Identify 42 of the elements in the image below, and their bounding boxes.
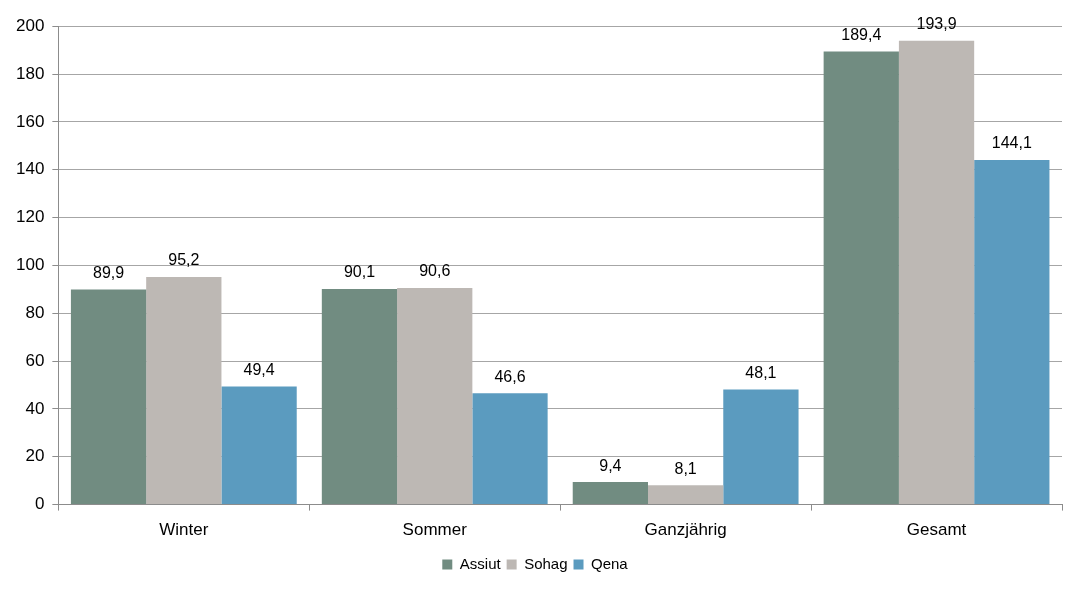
x-tick-label: Sommer <box>402 520 468 540</box>
legend-label: Qena <box>591 554 629 572</box>
y-tick-label: 120 <box>15 207 45 227</box>
bar <box>974 159 1050 505</box>
data-label: 193,9 <box>916 15 957 33</box>
data-label: 49,4 <box>243 360 275 378</box>
x-tick-label: Gesamt <box>906 520 967 540</box>
bar <box>723 389 799 505</box>
data-label: 89,9 <box>92 263 125 281</box>
bar <box>221 386 297 505</box>
data-label: 48,1 <box>745 363 777 381</box>
data-label: 95,2 <box>168 251 200 269</box>
y-tick-label: 200 <box>15 15 45 35</box>
data-label: 90,6 <box>419 262 451 280</box>
bar <box>70 289 147 505</box>
y-tick-label: 140 <box>15 159 45 179</box>
data-label: 90,1 <box>343 263 376 281</box>
data-label: 46,6 <box>494 367 526 385</box>
data-label: 9,4 <box>599 456 622 474</box>
y-tick-label: 180 <box>15 63 45 83</box>
bar <box>472 393 548 505</box>
bar <box>397 287 473 505</box>
y-tick-label: 0 <box>34 494 45 514</box>
y-tick-label: 60 <box>25 350 45 370</box>
y-tick-label: 100 <box>15 255 45 275</box>
y-tick-label: 160 <box>15 111 45 131</box>
y-tick-label: 80 <box>25 302 45 322</box>
x-tick-label: Ganzjährig <box>644 520 727 540</box>
data-label: 189,4 <box>841 25 882 43</box>
legend-label: Sohag <box>524 554 568 572</box>
bar <box>648 485 724 505</box>
x-tick-label: Winter <box>159 520 209 540</box>
bar <box>572 482 648 505</box>
bar <box>146 276 222 505</box>
y-tick-label: 40 <box>25 398 45 418</box>
bar <box>321 289 398 505</box>
data-label: 144,1 <box>991 134 1032 152</box>
bar <box>823 51 899 505</box>
y-tick-label: 20 <box>25 446 45 466</box>
data-label: 8,1 <box>674 459 697 477</box>
bar <box>898 40 975 505</box>
legend-label: Assiut <box>459 554 502 572</box>
